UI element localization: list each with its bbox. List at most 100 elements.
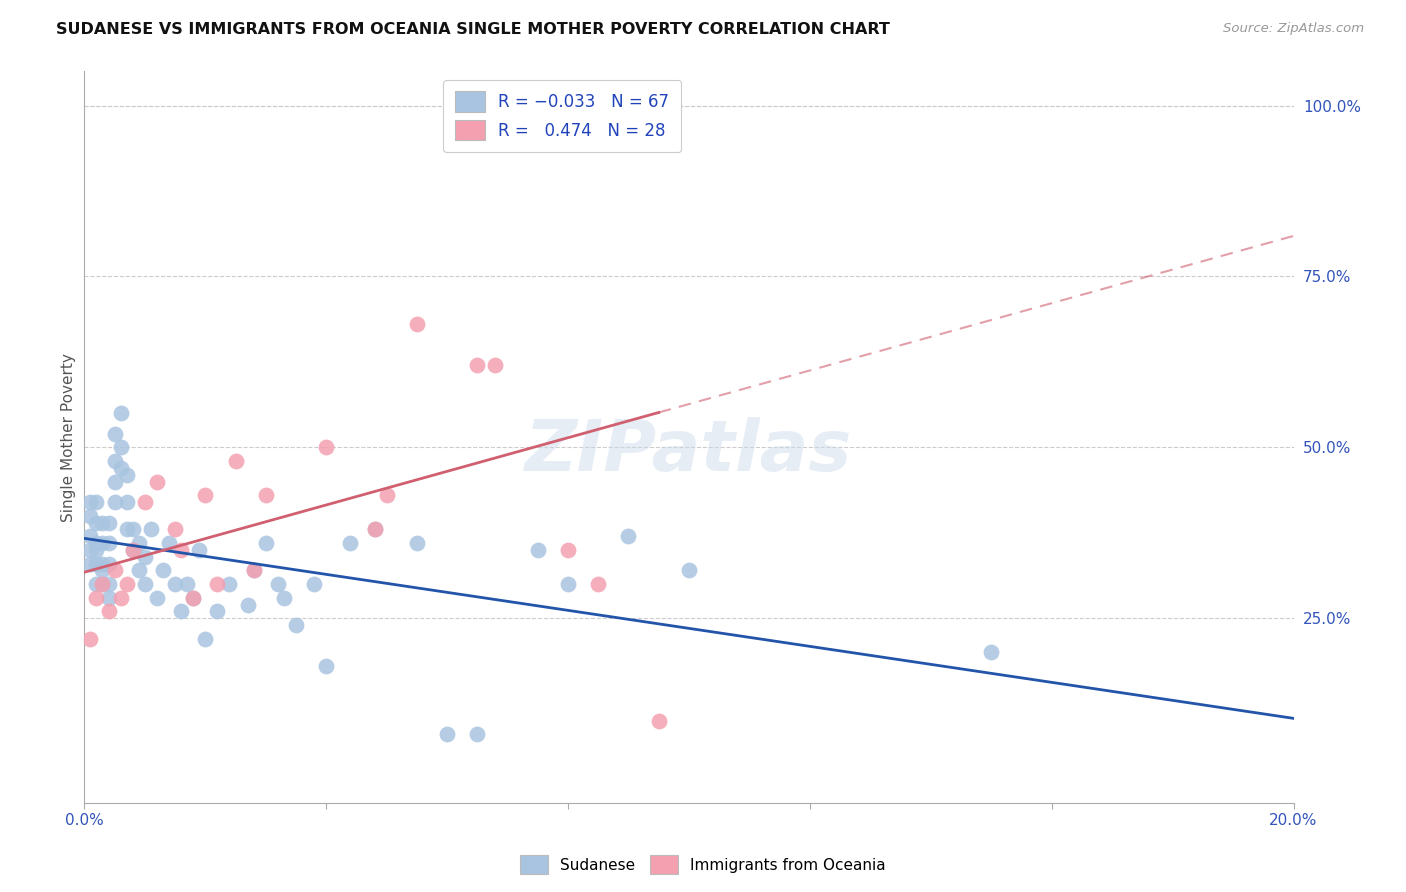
Point: [86, 557, 108, 571]
Y-axis label: Single Mother Poverty: Single Mother Poverty: [60, 352, 76, 522]
Point: [176, 577, 198, 591]
Point: [218, 577, 240, 591]
Point: [207, 577, 229, 591]
Text: ZIPatlas: ZIPatlas: [526, 417, 852, 486]
Point: [91, 516, 114, 530]
Point: [91, 577, 114, 591]
Point: [165, 577, 187, 591]
Point: [121, 542, 143, 557]
Point: [980, 645, 1002, 659]
Point: [110, 440, 132, 454]
Point: [134, 549, 156, 564]
Point: [110, 460, 132, 475]
Point: [207, 604, 229, 618]
Point: [339, 536, 361, 550]
Point: [315, 440, 337, 454]
Point: [467, 727, 489, 741]
Point: [527, 542, 550, 557]
Point: [188, 542, 211, 557]
Point: [121, 522, 143, 536]
Text: Source: ZipAtlas.com: Source: ZipAtlas.com: [1223, 22, 1364, 36]
Point: [302, 577, 325, 591]
Point: [225, 454, 247, 468]
Point: [467, 359, 489, 373]
Point: [79, 632, 101, 646]
Point: [79, 495, 101, 509]
Point: [104, 495, 127, 509]
Point: [170, 542, 193, 557]
Point: [181, 591, 204, 605]
Point: [86, 495, 108, 509]
Point: [648, 714, 671, 728]
Point: [115, 467, 138, 482]
Point: [79, 557, 101, 571]
Point: [152, 563, 174, 577]
Point: [104, 454, 127, 468]
Point: [86, 577, 108, 591]
Point: [104, 426, 127, 441]
Point: [104, 475, 127, 489]
Point: [254, 488, 277, 502]
Point: [557, 577, 579, 591]
Point: [588, 577, 610, 591]
Point: [91, 563, 114, 577]
Point: [91, 577, 114, 591]
Point: [97, 516, 120, 530]
Point: [121, 542, 143, 557]
Point: [110, 591, 132, 605]
Point: [678, 563, 700, 577]
Point: [315, 659, 337, 673]
Legend: Sudanese, Immigrants from Oceania: Sudanese, Immigrants from Oceania: [515, 849, 891, 880]
Point: [97, 557, 120, 571]
Point: [194, 488, 217, 502]
Point: [79, 508, 101, 523]
Point: [648, 98, 671, 112]
Point: [285, 618, 308, 632]
Point: [484, 359, 506, 373]
Point: [236, 598, 259, 612]
Point: [110, 406, 132, 420]
Point: [406, 536, 429, 550]
Point: [254, 536, 277, 550]
Point: [97, 577, 120, 591]
Point: [134, 577, 156, 591]
Point: [115, 495, 138, 509]
Point: [128, 563, 150, 577]
Point: [363, 522, 385, 536]
Point: [86, 542, 108, 557]
Point: [86, 536, 108, 550]
Point: [86, 516, 108, 530]
Point: [273, 591, 295, 605]
Point: [91, 536, 114, 550]
Point: [557, 542, 579, 557]
Point: [128, 536, 150, 550]
Point: [617, 529, 640, 543]
Point: [267, 577, 290, 591]
Point: [165, 522, 187, 536]
Point: [91, 557, 114, 571]
Text: SUDANESE VS IMMIGRANTS FROM OCEANIA SINGLE MOTHER POVERTY CORRELATION CHART: SUDANESE VS IMMIGRANTS FROM OCEANIA SING…: [56, 22, 890, 37]
Point: [97, 536, 120, 550]
Point: [170, 604, 193, 618]
Point: [115, 577, 138, 591]
Point: [157, 536, 180, 550]
Point: [242, 563, 264, 577]
Legend: R = −0.033   N = 67, R =   0.474   N = 28: R = −0.033 N = 67, R = 0.474 N = 28: [443, 79, 681, 152]
Point: [115, 522, 138, 536]
Point: [104, 563, 127, 577]
Point: [363, 522, 385, 536]
Point: [146, 591, 169, 605]
Point: [79, 542, 101, 557]
Point: [194, 632, 217, 646]
Point: [436, 727, 458, 741]
Point: [406, 318, 429, 332]
Point: [139, 522, 162, 536]
Point: [134, 495, 156, 509]
Point: [146, 475, 169, 489]
Point: [86, 591, 108, 605]
Point: [375, 488, 398, 502]
Point: [97, 591, 120, 605]
Point: [79, 529, 101, 543]
Point: [97, 604, 120, 618]
Point: [181, 591, 204, 605]
